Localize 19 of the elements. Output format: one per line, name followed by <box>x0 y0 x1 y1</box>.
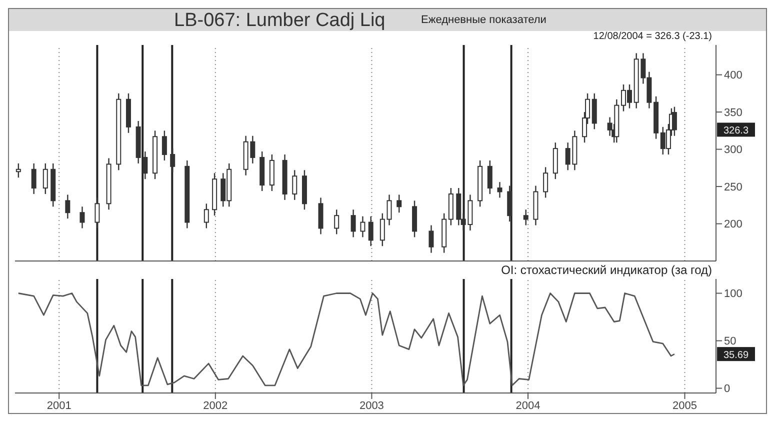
y-tick-label: 400 <box>724 70 742 82</box>
text: 12/08/2004 = 326.3 (-23.1) <box>593 31 712 42</box>
y-tick-label: 50 <box>724 336 736 348</box>
x-tick-label: 2001 <box>46 400 72 412</box>
x-tick-label: 2004 <box>516 400 540 412</box>
x-tick-label: 2002 <box>203 400 228 412</box>
y-tick-label: 100 <box>724 288 742 300</box>
x-tick-label: 2003 <box>359 400 384 412</box>
x-tick-label: 2005 <box>672 400 697 412</box>
y-tick-label: 350 <box>724 106 742 119</box>
chart-title: LB-067: Lumber Cadj Liq <box>174 10 386 32</box>
chart-title: OI: стохастический индикатор (за год) <box>501 263 712 277</box>
text: 35.69 <box>723 350 749 362</box>
y-tick-label: 0 <box>724 383 730 396</box>
y-tick-label: 250 <box>724 181 742 194</box>
y-tick-label: 200 <box>724 218 742 231</box>
chart-subtitle: Ежедневные показатели <box>421 14 546 26</box>
y-tick-label: 300 <box>724 144 742 156</box>
text: 326.3 <box>723 126 749 137</box>
